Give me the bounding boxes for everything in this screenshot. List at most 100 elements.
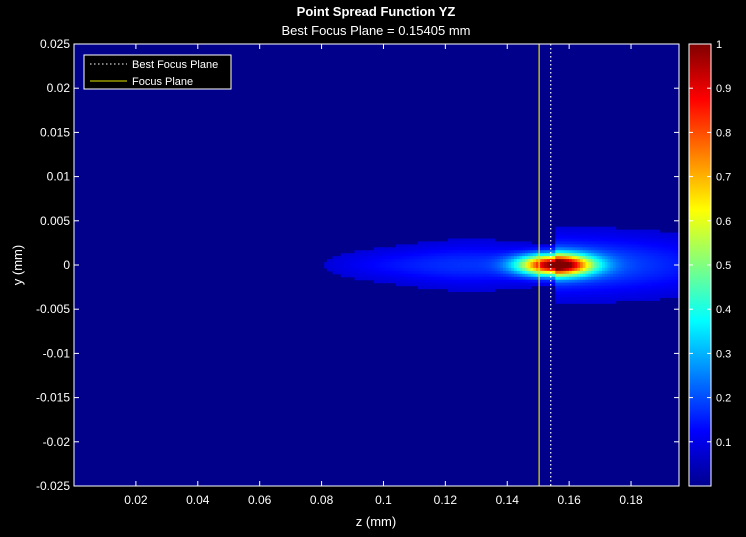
heatmap-cell: [577, 282, 581, 287]
heatmap-cell: [555, 247, 559, 251]
heatmap-cell: [604, 253, 608, 257]
heatmap-cell: [555, 297, 559, 301]
heatmap-cell: [599, 288, 603, 293]
heatmap-cell: [338, 259, 342, 263]
heatmap-cell: [544, 270, 548, 275]
heatmap-cell: [618, 285, 622, 290]
heatmap-cell: [637, 241, 641, 245]
heatmap-cell: [423, 247, 427, 251]
heatmap-cell: [494, 247, 498, 251]
heatmap-cell: [668, 250, 672, 254]
heatmap-cell: [459, 282, 463, 287]
heatmap-cell: [431, 241, 435, 245]
heatmap-cell: [439, 270, 443, 275]
heatmap-cell: [563, 270, 567, 275]
heatmap-cell: [343, 259, 347, 263]
heatmap-cell: [626, 294, 630, 298]
heatmap-cell: [357, 276, 361, 281]
heatmap-cell: [489, 273, 493, 278]
heatmap-cell: [610, 244, 614, 248]
heatmap-cell: [456, 276, 460, 281]
heatmap-cell: [360, 273, 364, 278]
heatmap-cell: [505, 244, 509, 248]
heatmap-cell: [596, 259, 600, 263]
heatmap-cell: [585, 259, 589, 263]
heatmap-cell: [420, 267, 424, 272]
heatmap-cell: [371, 253, 375, 257]
heatmap-cell: [478, 288, 482, 293]
heatmap-cell: [472, 238, 476, 242]
heatmap-cell: [637, 291, 641, 295]
heatmap-cell: [657, 259, 661, 263]
heatmap-cell: [500, 270, 504, 275]
heatmap-cell: [456, 250, 460, 254]
heatmap-cell: [571, 273, 575, 278]
heatmap-cell: [357, 270, 361, 275]
heatmap-cell: [558, 279, 562, 284]
heatmap-cell: [404, 259, 408, 263]
heatmap-cell: [522, 276, 526, 281]
heatmap-cell: [516, 259, 520, 263]
heatmap-cell: [516, 247, 520, 251]
heatmap-cell: [459, 273, 463, 278]
heatmap-cell: [412, 273, 416, 278]
heatmap-cell: [492, 273, 496, 278]
heatmap-cell: [651, 262, 655, 266]
heatmap-cell: [404, 273, 408, 278]
heatmap-cell: [626, 265, 630, 269]
heatmap-cell: [618, 273, 622, 278]
heatmap-cell: [549, 253, 553, 257]
heatmap-cell: [591, 279, 595, 284]
heatmap-cell: [494, 244, 498, 248]
heatmap-cell: [640, 279, 644, 284]
heatmap-cell: [571, 267, 575, 272]
heatmap-cell: [668, 276, 672, 281]
heatmap-cell: [648, 273, 652, 278]
heatmap-cell: [365, 262, 369, 266]
heatmap-cell: [569, 273, 573, 278]
heatmap-cell: [514, 265, 518, 269]
heatmap-cell: [371, 256, 375, 260]
heatmap-cell: [621, 241, 625, 245]
heatmap-cell: [624, 291, 628, 295]
heatmap-cell: [591, 291, 595, 295]
heatmap-cell: [635, 276, 639, 281]
heatmap-cell: [637, 253, 641, 257]
heatmap-cell: [599, 229, 603, 234]
heatmap-cell: [646, 262, 650, 266]
heatmap-cell: [571, 253, 575, 257]
heatmap-cell: [604, 291, 608, 295]
heatmap-cell: [497, 247, 501, 251]
heatmap-cell: [412, 262, 416, 266]
heatmap-cell: [384, 253, 388, 257]
heatmap-cell: [338, 256, 342, 260]
heatmap-cell: [673, 273, 677, 278]
heatmap-cell: [437, 270, 441, 275]
heatmap-cell: [618, 241, 622, 245]
heatmap-cell: [475, 276, 479, 281]
heatmap-cell: [415, 265, 419, 269]
heatmap-cell: [547, 276, 551, 281]
heatmap-cell: [659, 238, 663, 242]
heatmap-cell: [472, 276, 476, 281]
heatmap-cell: [448, 244, 452, 248]
heatmap-cell: [629, 232, 633, 237]
heatmap-cell: [475, 279, 479, 284]
heatmap-cell: [673, 265, 677, 269]
heatmap-cell: [615, 265, 619, 269]
heatmap-cell: [412, 267, 416, 272]
heatmap-cell: [393, 276, 397, 281]
heatmap-cell: [577, 256, 581, 260]
heatmap-cell: [434, 241, 438, 245]
heatmap-cell: [453, 267, 457, 272]
heatmap-cell: [445, 265, 449, 269]
heatmap-cell: [354, 256, 358, 260]
heatmap-cell: [599, 300, 603, 304]
heatmap-cell: [596, 226, 600, 231]
heatmap-cell: [442, 270, 446, 275]
heatmap-cell: [613, 256, 617, 260]
heatmap-cell: [379, 250, 383, 254]
heatmap-cell: [420, 253, 424, 257]
heatmap-cell: [607, 247, 611, 251]
heatmap-cell: [401, 276, 405, 281]
